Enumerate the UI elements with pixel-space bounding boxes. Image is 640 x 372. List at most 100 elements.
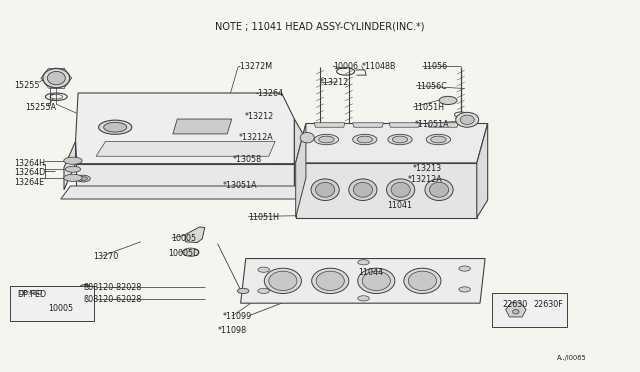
Text: B: B (83, 297, 87, 302)
Ellipse shape (47, 71, 65, 85)
Ellipse shape (426, 134, 451, 145)
Polygon shape (64, 141, 76, 190)
Text: ß08120-62028: ß08120-62028 (83, 295, 141, 304)
Text: *13051A: *13051A (223, 182, 257, 190)
Polygon shape (186, 227, 205, 243)
Text: ß08120-82028: ß08120-82028 (83, 283, 141, 292)
Text: 11056C: 11056C (416, 82, 447, 91)
Polygon shape (76, 93, 294, 164)
Text: -13272M: -13272M (238, 62, 273, 71)
Text: 13264E: 13264E (14, 178, 44, 187)
Ellipse shape (264, 268, 301, 294)
Text: 11051H: 11051H (248, 213, 279, 222)
Ellipse shape (357, 136, 372, 143)
Text: *11048B: *11048B (362, 62, 396, 71)
Text: 22630F: 22630F (533, 300, 563, 309)
Ellipse shape (258, 267, 269, 272)
Ellipse shape (391, 182, 410, 197)
Text: 15255A: 15255A (26, 103, 56, 112)
Ellipse shape (64, 157, 82, 164)
Ellipse shape (182, 248, 199, 256)
Ellipse shape (314, 134, 339, 145)
Ellipse shape (392, 136, 408, 143)
Ellipse shape (425, 179, 453, 201)
Text: 10005: 10005 (172, 234, 196, 243)
Ellipse shape (513, 310, 519, 314)
Ellipse shape (456, 112, 479, 127)
Ellipse shape (316, 271, 344, 291)
Ellipse shape (358, 296, 369, 301)
Text: *13212: *13212 (245, 112, 275, 121)
Polygon shape (294, 119, 307, 197)
Polygon shape (428, 123, 458, 127)
Ellipse shape (64, 174, 82, 182)
Ellipse shape (388, 134, 412, 145)
Text: DP:FED: DP:FED (17, 291, 47, 299)
Text: 13264H: 13264H (14, 159, 45, 168)
Text: 11056: 11056 (422, 62, 447, 71)
Polygon shape (296, 163, 477, 218)
Text: 11044: 11044 (358, 268, 383, 277)
Text: *11051A: *11051A (415, 120, 449, 129)
Ellipse shape (408, 271, 436, 291)
Ellipse shape (459, 266, 470, 271)
Text: NOTE ; 11041 HEAD ASSY-CYLINDER(INC.*): NOTE ; 11041 HEAD ASSY-CYLINDER(INC.*) (215, 21, 425, 31)
Polygon shape (173, 119, 232, 134)
Text: -13264: -13264 (256, 89, 284, 98)
Text: 13270: 13270 (93, 252, 118, 261)
Text: *13212: *13212 (320, 78, 349, 87)
Text: 11041: 11041 (387, 201, 412, 210)
Ellipse shape (79, 177, 87, 180)
Ellipse shape (43, 68, 70, 88)
Ellipse shape (237, 288, 249, 294)
Text: *13212A: *13212A (239, 133, 273, 142)
Polygon shape (506, 302, 526, 317)
Ellipse shape (76, 175, 90, 182)
Text: 13264D: 13264D (14, 169, 45, 177)
Ellipse shape (362, 271, 390, 291)
Ellipse shape (99, 120, 132, 134)
Text: *13213: *13213 (413, 164, 442, 173)
Bar (492, 293, 567, 327)
Text: DP:FED: DP:FED (18, 290, 42, 296)
Text: *13058: *13058 (232, 155, 262, 164)
Ellipse shape (65, 166, 81, 172)
Polygon shape (296, 124, 488, 163)
Ellipse shape (269, 271, 297, 291)
Polygon shape (353, 123, 383, 127)
Text: *11099: *11099 (223, 312, 252, 321)
Ellipse shape (311, 179, 339, 201)
Text: *13212A: *13212A (408, 175, 442, 184)
Text: 11051H: 11051H (413, 103, 444, 112)
Ellipse shape (312, 268, 349, 294)
Polygon shape (61, 186, 307, 199)
Ellipse shape (349, 179, 377, 201)
Polygon shape (241, 259, 485, 303)
Ellipse shape (316, 182, 335, 197)
Text: 10005D: 10005D (168, 249, 199, 258)
Ellipse shape (431, 136, 446, 143)
Polygon shape (477, 124, 488, 218)
Ellipse shape (439, 96, 457, 105)
Text: 15255: 15255 (14, 81, 40, 90)
Ellipse shape (300, 132, 314, 143)
Polygon shape (296, 124, 306, 218)
Text: *11098: *11098 (218, 326, 247, 335)
Text: 10006: 10006 (333, 62, 358, 71)
Ellipse shape (353, 134, 377, 145)
Polygon shape (96, 141, 275, 156)
Text: A../l0065: A../l0065 (557, 355, 586, 361)
Text: 10005: 10005 (48, 304, 73, 313)
Ellipse shape (319, 136, 334, 143)
Ellipse shape (353, 182, 372, 197)
Polygon shape (389, 123, 420, 127)
Ellipse shape (459, 287, 470, 292)
Ellipse shape (460, 115, 474, 124)
Polygon shape (314, 123, 345, 127)
Polygon shape (76, 164, 294, 197)
Ellipse shape (358, 260, 369, 265)
Ellipse shape (429, 182, 449, 197)
Ellipse shape (258, 288, 269, 294)
Bar (10, 286, 94, 321)
Text: B: B (83, 285, 87, 290)
